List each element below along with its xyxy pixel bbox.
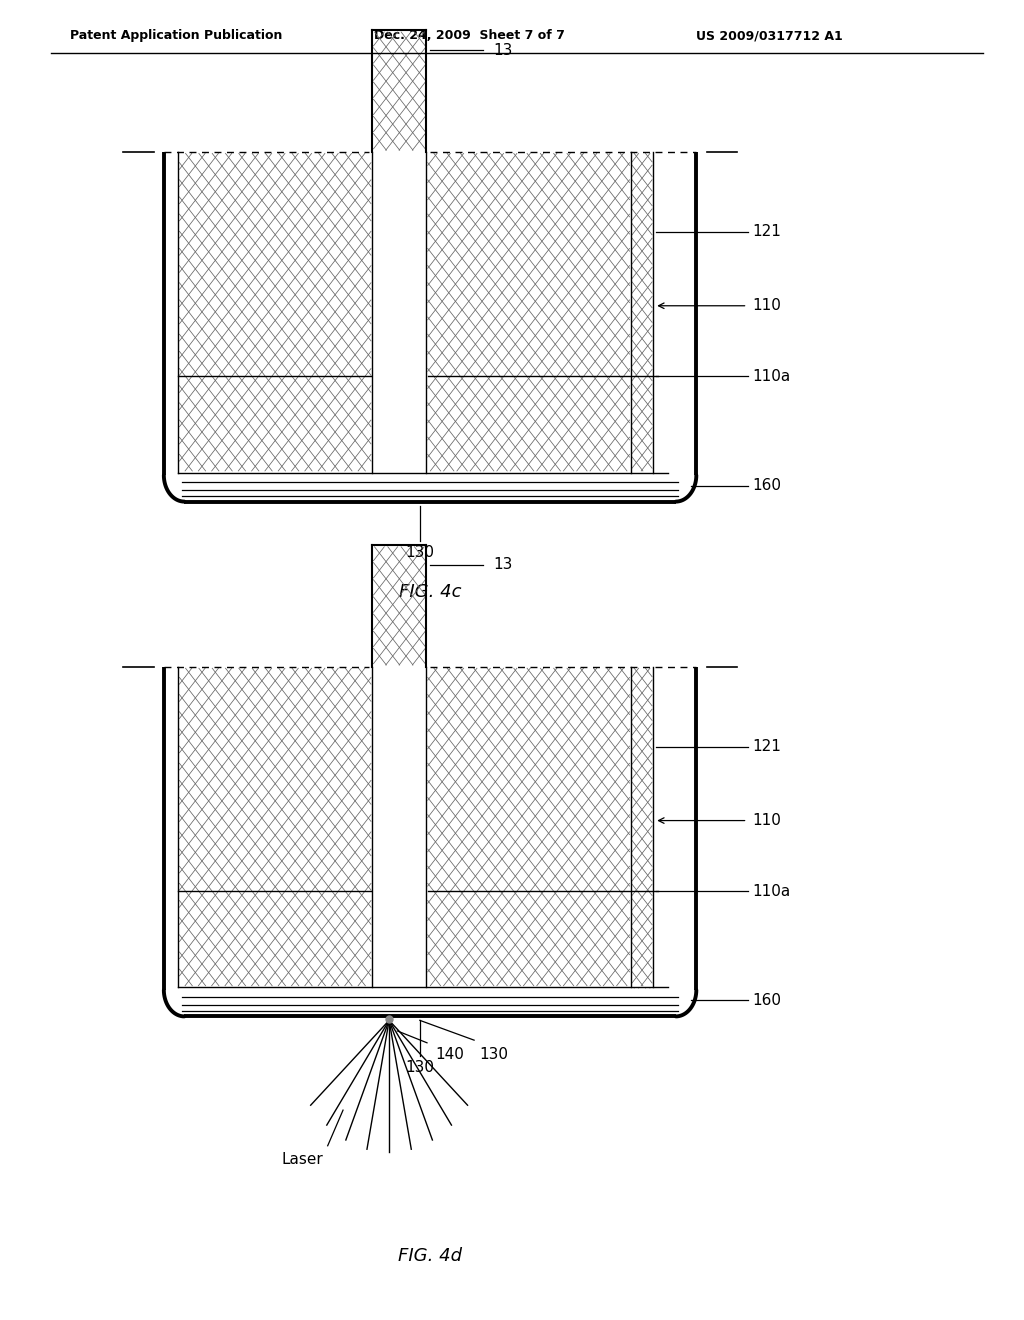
Text: Patent Application Publication: Patent Application Publication (70, 29, 282, 42)
Text: 160: 160 (753, 478, 781, 494)
Text: 110: 110 (753, 813, 781, 828)
Text: 110: 110 (753, 298, 781, 313)
Bar (169, 989, 691, 1015)
Text: FIG. 4d: FIG. 4d (398, 1247, 462, 1266)
Text: 13: 13 (494, 42, 512, 58)
Text: 130: 130 (406, 1060, 434, 1074)
Text: 130: 130 (406, 545, 434, 560)
Bar (164, 152, 696, 502)
Text: 121: 121 (753, 739, 781, 754)
Bar (169, 474, 691, 500)
Text: US 2009/0317712 A1: US 2009/0317712 A1 (696, 29, 843, 42)
Text: 130: 130 (479, 1047, 508, 1061)
Text: 140: 140 (435, 1047, 464, 1061)
Bar (164, 667, 696, 1016)
Text: 110a: 110a (753, 883, 791, 899)
Text: FIG. 4c: FIG. 4c (398, 583, 462, 602)
Text: Laser: Laser (282, 1152, 323, 1167)
Text: Dec. 24, 2009  Sheet 7 of 7: Dec. 24, 2009 Sheet 7 of 7 (374, 29, 564, 42)
Text: 121: 121 (753, 224, 781, 239)
Text: 13: 13 (494, 557, 512, 573)
Text: 160: 160 (753, 993, 781, 1008)
Bar (373, 545, 426, 667)
Bar (373, 30, 426, 152)
Text: 110a: 110a (753, 368, 791, 384)
